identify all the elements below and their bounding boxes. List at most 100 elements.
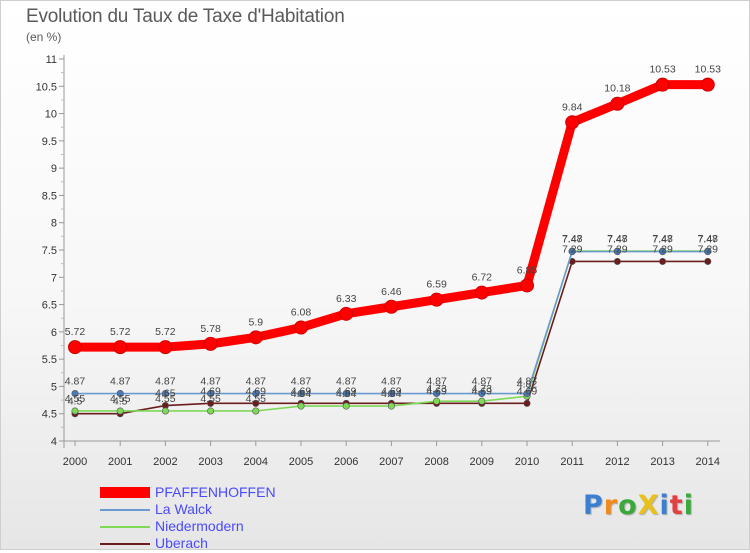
legend-item: Uberach	[100, 535, 400, 553]
data-point	[655, 77, 670, 92]
data-label: 7.29	[698, 243, 719, 255]
data-point	[523, 399, 531, 407]
data-label: 6.72	[472, 272, 493, 284]
data-label: 4.5	[113, 396, 128, 408]
legend-label: Uberach	[155, 535, 208, 551]
data-label: 7.48	[652, 233, 673, 245]
data-label: 4.87	[381, 376, 402, 388]
data-label: 10.53	[695, 64, 721, 76]
y-tick-label: 7	[51, 272, 57, 284]
data-label: 4.55	[200, 393, 221, 405]
data-label: 4.65	[155, 388, 176, 400]
legend-item: Niedermodern	[100, 518, 400, 536]
data-point	[704, 257, 712, 265]
legend-swatch	[100, 509, 150, 511]
data-label: 6.46	[381, 286, 402, 298]
data-label: 4.55	[246, 393, 267, 405]
y-tick-label: 6	[51, 327, 57, 339]
data-label: 4.87	[472, 376, 493, 388]
data-label: 5.72	[110, 326, 131, 338]
data-point	[523, 390, 531, 398]
data-point	[433, 397, 441, 405]
y-tick-label: 11	[46, 54, 57, 66]
data-point	[158, 340, 173, 355]
data-point	[433, 390, 441, 398]
data-label: 7.29	[652, 243, 673, 255]
legend-label: Niedermodern	[155, 518, 244, 534]
x-tick-label: 2003	[198, 456, 222, 468]
legend-label: La Walck	[155, 501, 213, 517]
logo-letter: i	[659, 490, 670, 521]
data-label: 9.84	[562, 101, 583, 113]
data-label: 4.73	[426, 383, 447, 395]
y-tick-label: 9.5	[42, 136, 57, 148]
data-label: 4.87	[110, 376, 131, 388]
data-point	[342, 390, 350, 398]
logo-letter: X	[637, 490, 660, 521]
data-point	[294, 320, 308, 335]
data-point	[248, 330, 263, 345]
legend-swatch	[100, 526, 150, 528]
x-tick-label: 2014	[696, 456, 720, 468]
data-point	[700, 77, 715, 92]
data-point	[252, 399, 260, 407]
legend-label: PFAFFENHOFFEN	[155, 484, 276, 500]
data-label: 4.82	[517, 378, 538, 390]
data-label: 4.64	[381, 388, 402, 400]
data-label: 7.29	[562, 243, 583, 255]
data-label: 4.87	[291, 376, 312, 388]
data-point	[384, 299, 399, 314]
data-label: 4.87	[65, 376, 86, 388]
data-label: 4.87	[155, 376, 176, 388]
data-label: 6.33	[336, 293, 357, 305]
data-point	[478, 390, 486, 398]
data-label: 4.69	[246, 385, 267, 397]
y-tick-label: 7.5	[42, 245, 57, 257]
x-tick-label: 2000	[63, 456, 87, 468]
data-label: 4.87	[246, 376, 267, 388]
data-point	[297, 390, 305, 398]
data-point	[342, 402, 350, 410]
data-label: 4.87	[336, 376, 357, 388]
data-label: 4.69	[336, 385, 357, 397]
x-tick-label: 2009	[470, 456, 494, 468]
data-point	[207, 399, 215, 407]
series-line	[74, 250, 709, 395]
x-tick-label: 2008	[424, 456, 448, 468]
data-label: 4.5	[68, 396, 83, 408]
data-label: 10.18	[604, 83, 630, 95]
y-tick-label: 4.5	[42, 409, 57, 421]
data-point	[71, 390, 79, 398]
data-point	[207, 407, 215, 415]
y-tick-label: 6.5	[42, 300, 57, 312]
data-label: 6.59	[426, 279, 447, 291]
data-label: 6.85	[517, 264, 538, 276]
logo-letter: i	[683, 490, 694, 521]
data-point	[478, 397, 486, 405]
y-tick-label: 10	[45, 109, 57, 121]
y-tick-label: 8	[51, 218, 57, 230]
data-label: 5.72	[65, 326, 86, 338]
series-pfaffenhoffen	[68, 77, 715, 355]
data-point	[161, 390, 169, 398]
data-label: 4.87	[517, 376, 538, 388]
data-label: 4.69	[517, 385, 538, 397]
data-point	[568, 248, 576, 256]
data-point	[71, 407, 79, 415]
data-point	[387, 390, 395, 398]
data-point	[161, 407, 169, 415]
data-point	[474, 285, 489, 300]
x-tick-label: 2005	[289, 456, 313, 468]
data-point	[252, 407, 260, 415]
data-point	[613, 257, 621, 265]
data-point	[387, 402, 395, 410]
data-label: 4.87	[200, 376, 221, 388]
y-tick-label: 5	[51, 381, 57, 393]
legend-swatch	[100, 487, 150, 498]
data-point	[297, 402, 305, 410]
data-label: 7.47	[652, 234, 673, 246]
series-layer	[68, 77, 715, 418]
